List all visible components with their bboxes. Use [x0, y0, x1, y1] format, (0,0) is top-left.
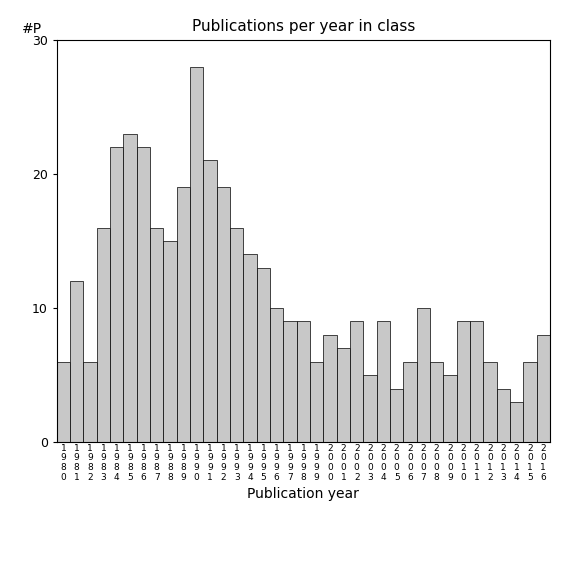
Bar [523, 362, 536, 442]
Bar [230, 227, 243, 442]
Bar [243, 255, 257, 442]
Bar [310, 362, 323, 442]
Bar [497, 388, 510, 442]
Bar [204, 160, 217, 442]
Bar [376, 321, 390, 442]
Bar [417, 308, 430, 442]
Bar [350, 321, 363, 442]
Bar [57, 362, 70, 442]
Bar [297, 321, 310, 442]
Bar [536, 335, 550, 442]
Bar [456, 321, 470, 442]
Bar [110, 147, 124, 442]
X-axis label: Publication year: Publication year [247, 487, 359, 501]
Bar [190, 66, 204, 442]
Bar [150, 227, 163, 442]
Text: #P: #P [22, 22, 43, 36]
Bar [97, 227, 110, 442]
Bar [270, 308, 284, 442]
Bar [124, 134, 137, 442]
Bar [403, 362, 417, 442]
Bar [217, 187, 230, 442]
Bar [163, 241, 177, 442]
Bar [390, 388, 403, 442]
Bar [363, 375, 376, 442]
Bar [257, 268, 270, 442]
Bar [137, 147, 150, 442]
Bar [177, 187, 190, 442]
Bar [83, 362, 97, 442]
Bar [337, 348, 350, 442]
Title: Publications per year in class: Publications per year in class [192, 19, 415, 35]
Bar [70, 281, 83, 442]
Bar [443, 375, 456, 442]
Bar [323, 335, 337, 442]
Bar [284, 321, 297, 442]
Bar [510, 402, 523, 442]
Bar [470, 321, 483, 442]
Bar [430, 362, 443, 442]
Bar [483, 362, 497, 442]
